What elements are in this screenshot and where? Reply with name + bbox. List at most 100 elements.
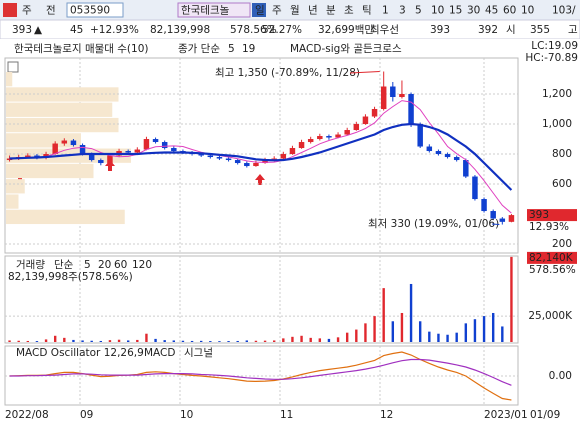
volume-bar: [108, 340, 112, 342]
volume-profile-bar: [6, 209, 125, 225]
volume-bar: [254, 340, 258, 342]
volume-bar: [455, 332, 458, 342]
last-change: 12.93%: [529, 221, 569, 233]
candle-body: [244, 163, 250, 167]
candle-body: [362, 116, 369, 125]
candle-body: [326, 136, 332, 138]
toolbar: [0, 0, 580, 20]
legend-item: 120: [132, 259, 152, 271]
volume-bar: [145, 333, 148, 342]
y-tick-label: 800: [552, 148, 572, 160]
toolbar-item: 60: [503, 5, 516, 17]
last-volume-box: [527, 251, 577, 264]
annotation-arrow: [349, 71, 380, 74]
volume-bar: [199, 340, 203, 342]
candle-body: [198, 154, 204, 156]
candle-body: [408, 94, 414, 125]
volume-bar: [63, 337, 66, 342]
volume-profile-bar: [6, 72, 13, 87]
candle-body: [262, 160, 268, 164]
candle-body: [171, 148, 177, 152]
volume-bar: [163, 340, 166, 342]
menu-icon[interactable]: [3, 3, 17, 17]
x-tick-label: 2023/01: [484, 409, 528, 421]
candle-body: [61, 140, 68, 144]
volume-bar: [136, 339, 139, 342]
volume-bar: [26, 340, 30, 342]
volume-bar: [345, 332, 349, 342]
toolbar-item: 15: [449, 5, 462, 17]
volume-bar: [336, 337, 340, 342]
candle-body: [353, 124, 360, 131]
volume-bar: [282, 338, 285, 342]
legend-text: 한국테크놀로지 매물대 수(10): [14, 43, 149, 55]
info-item: 32,699백만: [318, 24, 374, 36]
volume-bar: [309, 337, 312, 342]
volume-bar: [418, 321, 422, 342]
candle-body: [472, 176, 478, 200]
info-item: 최우선: [370, 24, 399, 36]
candle-body: [289, 148, 296, 155]
candle-body: [490, 211, 496, 219]
y-tick-label: 25,000K: [528, 310, 573, 322]
candle-body: [426, 146, 433, 152]
volume-bar: [300, 335, 303, 342]
code-input[interactable]: [66, 2, 124, 18]
candle-body: [134, 149, 141, 153]
candle-body: [508, 215, 515, 222]
volume-bar: [218, 341, 221, 342]
candle-body: [88, 154, 95, 161]
candle-body: [161, 142, 168, 149]
candle-body: [307, 139, 314, 143]
info-item: 393: [430, 24, 450, 36]
legend-item: MACD: [144, 347, 175, 359]
day-button[interactable]: [252, 3, 266, 17]
volume-bar: [382, 288, 385, 342]
toolbar-item: 년: [308, 5, 318, 17]
candle-body: [280, 154, 287, 159]
toolbar-item: 1: [382, 5, 389, 17]
info-item: 시: [506, 24, 516, 36]
volume-bar: [272, 340, 276, 342]
x-tick-label: 01/09: [530, 409, 560, 421]
candle-body: [225, 158, 232, 161]
toolbar-item: 3: [399, 5, 406, 17]
legend-text: MACD-sig와 골든크로스: [290, 43, 402, 55]
candle-body: [298, 142, 305, 149]
last-volume: 82,140K: [529, 252, 574, 264]
volume-profile-bar: [6, 163, 94, 179]
candle-body: [481, 199, 487, 212]
legend-text: MACD Oscillator 12,26,9: [16, 347, 144, 359]
volume-bar: [236, 340, 239, 342]
legend-item: 5: [84, 259, 91, 271]
candle-body: [216, 157, 223, 159]
candle-body: [463, 160, 469, 177]
volume-profile-bar: [6, 179, 25, 194]
info-item: 392: [478, 24, 498, 36]
info-item: +12.93%: [90, 24, 139, 36]
volume-bar: [117, 339, 121, 342]
name-box[interactable]: [177, 2, 251, 18]
moving-average-line: [9, 122, 513, 191]
volume-bar: [400, 312, 404, 342]
candle-body: [399, 94, 405, 98]
volume-bar: [327, 338, 331, 342]
toolbar-item: 053590: [70, 5, 110, 17]
panel-icon[interactable]: [7, 61, 19, 73]
volume-bar: [473, 319, 477, 342]
last-price: 393: [529, 209, 549, 221]
toolbar-item: 103/: [552, 5, 576, 17]
info-item: 393: [12, 24, 32, 36]
last-price-box: [527, 209, 577, 222]
volume-bar: [181, 340, 185, 342]
candle-body: [371, 109, 378, 117]
toolbar-item: 10: [521, 5, 534, 17]
volume-bar: [409, 283, 413, 342]
candle-body: [98, 160, 104, 164]
x-tick-label: 09: [80, 409, 93, 421]
volume-summary: 82,139,998주(578.56%): [8, 271, 133, 283]
volume-bar: [291, 336, 294, 342]
legend-item: 단순: [54, 259, 74, 271]
x-tick-label: 12: [380, 409, 393, 421]
volume-bar: [263, 340, 267, 342]
